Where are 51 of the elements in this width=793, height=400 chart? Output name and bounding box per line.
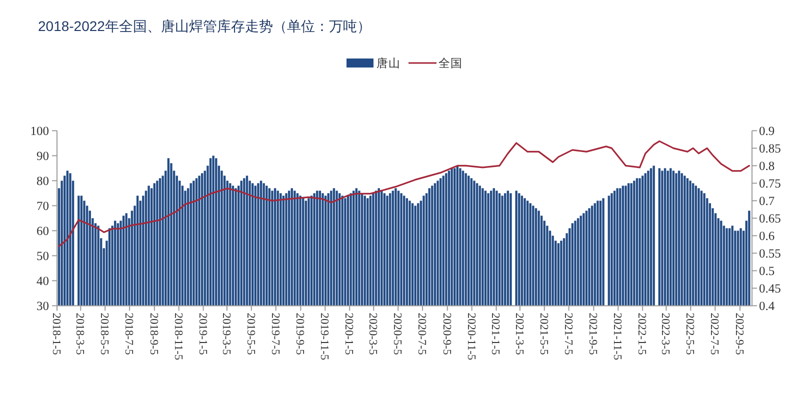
y-tick-label: 60 [36, 224, 49, 238]
y2-tick-label: 0.9 [759, 124, 775, 138]
x-tick-label: 2019-7-5 [268, 312, 281, 356]
legend-label: 唐山 [376, 56, 400, 70]
y2-tick-label: 0.65 [759, 212, 781, 226]
y-tick-label: 40 [36, 274, 49, 288]
x-tick-label: 2019-3-5 [220, 312, 232, 356]
x-tick-label: 2020-1-5 [342, 312, 355, 356]
x-tick-label: 2019-11-5 [318, 312, 330, 360]
y-tick-label: 80 [36, 174, 49, 188]
y2-tick-label: 0.8 [759, 159, 775, 174]
y2-tick-label: 0.4 [759, 299, 776, 314]
chart-title: 2018-2022年全国、唐山焊管库存走势（单位：万吨） [38, 18, 371, 34]
y2-tick-label: 0.5 [759, 264, 775, 278]
y2-tick-label: 0.45 [759, 282, 781, 296]
x-tick-label: 2022-9-5 [732, 312, 745, 356]
x-tick-label: 2018-11-5 [172, 312, 184, 360]
x-tick-label: 2018-7-5 [122, 312, 135, 356]
x-tick-label: 2021-1-5 [489, 312, 502, 356]
y2-tick-label: 0.55 [759, 246, 781, 261]
y-tick-label: 50 [36, 249, 49, 264]
x-tick-label: 2021-11-5 [611, 312, 624, 360]
x-tick-label: 2020-9-5 [440, 312, 452, 356]
x-tick-label: 2022-3-5 [659, 312, 672, 356]
x-tick-label: 2022-5-5 [684, 312, 696, 356]
x-tick-label: 2022-7-5 [708, 312, 720, 356]
x-tick-label: 2019-1-5 [196, 312, 208, 356]
y2-tick-label: 0.7 [759, 194, 775, 208]
x-tick-label: 2020-5-5 [391, 312, 404, 356]
x-tick-label: 2019-9-5 [294, 312, 306, 356]
x-tick-label: 2021-5-5 [537, 312, 550, 356]
x-tick-label: 2018-3-5 [74, 312, 86, 356]
x-tick-label: 2021-3-5 [512, 312, 525, 356]
x-tick-label: 2022-1-5 [636, 312, 648, 356]
x-tick-label: 2018-5-5 [98, 312, 110, 356]
y-tick-label: 70 [36, 199, 49, 214]
y-tick-label: 30 [36, 299, 49, 314]
legend-label: 全国 [438, 57, 462, 70]
y-tick-label: 100 [30, 124, 49, 138]
y-tick-label: 90 [36, 149, 49, 164]
x-tick-label: 2021-7-5 [562, 312, 574, 356]
x-tick-label: 2018-9-5 [147, 312, 160, 356]
x-tick-label: 2018-1-5 [50, 312, 62, 356]
y2-tick-label: 0.75 [759, 176, 781, 191]
y2-tick-label: 0.85 [759, 142, 781, 156]
y2-tick-label: 0.6 [759, 229, 775, 244]
x-tick-label: 2020-3-5 [366, 312, 379, 356]
x-tick-label: 2020-11-5 [464, 312, 477, 360]
x-tick-label: 2019-5-5 [244, 312, 256, 356]
x-tick-label: 2020-7-5 [416, 312, 428, 356]
x-tick-label: 2021-9-5 [586, 312, 599, 356]
